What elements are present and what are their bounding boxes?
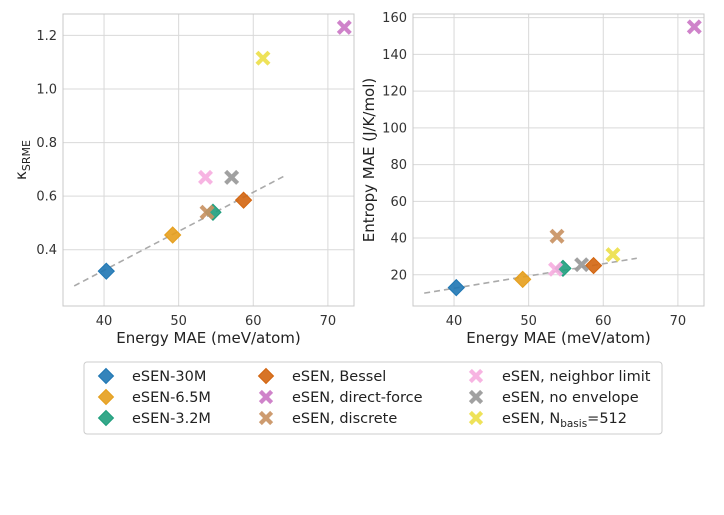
legend-frame (83, 361, 663, 435)
data-points (447, 19, 702, 297)
legend-items: eSEN-30M eSEN-6.5M eSEN-3.2M eSEN, Bessel eS… (97, 367, 651, 430)
data-point (513, 270, 532, 289)
data-point (548, 261, 564, 277)
data-point (255, 50, 271, 66)
data-point (574, 257, 590, 273)
y-tick-label: 0.8 (36, 136, 57, 151)
data-point (605, 247, 621, 263)
x-tick-label: 60 (595, 314, 612, 329)
chart-left-kappa: 40 50 60 70 0.4 0.6 0.8 1.0 1.2 Energy MAE (meV… (12, 13, 355, 347)
legend-label-main: eSEN, N (502, 411, 560, 427)
grid (63, 14, 354, 306)
y-tick-label: 20 (390, 268, 407, 283)
legend-marker (97, 388, 115, 406)
y-axis-label-sub: SRME (20, 140, 33, 171)
y-tick-label: 80 (390, 158, 407, 173)
chart-right-entropy: 40 50 60 70 20 40 60 80 100 120 140 160 Energy MAE… (360, 11, 705, 347)
legend-item: eSEN-30M (97, 367, 206, 385)
legend-item: eSEN-3.2M (97, 409, 211, 427)
y-tick-label: 1.2 (36, 29, 57, 44)
legend-marker (257, 367, 275, 385)
y-tick-labels: 0.4 0.6 0.8 1.0 1.2 (36, 29, 57, 258)
x-axis-label: Energy MAE (meV/atom) (466, 329, 650, 347)
x-axis-label: Energy MAE (meV/atom) (116, 329, 300, 347)
data-point (97, 262, 115, 280)
data-point (336, 19, 352, 35)
legend-marker (258, 410, 274, 426)
plot-frame (412, 13, 705, 307)
x-tick-label: 50 (170, 314, 187, 329)
legend-label: eSEN-3.2M (132, 411, 211, 427)
legend-item: eSEN, Bessel (257, 367, 386, 385)
data-point (234, 191, 253, 209)
legend-label: eSEN-30M (132, 369, 206, 385)
y-tick-label: 160 (382, 11, 407, 26)
legend-label: eSEN, Nbasis=512 (502, 411, 627, 430)
legend-item: eSEN, Nbasis=512 (468, 410, 627, 430)
legend-label: eSEN-6.5M (132, 390, 211, 406)
legend: eSEN-30M eSEN-6.5M eSEN-3.2M eSEN, Bessel eS… (83, 361, 663, 435)
legend-marker (97, 367, 115, 385)
y-tick-label: 120 (382, 85, 407, 100)
data-point (198, 169, 214, 185)
y-tick-label: 0.4 (36, 243, 57, 258)
data-point (584, 256, 603, 275)
x-tick-label: 40 (96, 314, 113, 329)
y-tick-label: 60 (390, 195, 407, 210)
data-point (549, 228, 565, 244)
legend-marker (468, 368, 484, 384)
x-tick-label: 40 (446, 314, 463, 329)
data-point (224, 169, 240, 185)
legend-item: eSEN-6.5M (97, 388, 211, 406)
legend-item: eSEN, no envelope (468, 389, 639, 406)
legend-item: eSEN, discrete (258, 410, 397, 427)
y-axis-label: Entropy MAE (J/K/mol) (360, 78, 378, 243)
legend-label: eSEN, no envelope (502, 390, 639, 406)
legend-marker (468, 389, 484, 405)
y-tick-label: 40 (390, 232, 407, 247)
y-tick-label: 1.0 (36, 83, 57, 98)
legend-label: eSEN, Bessel (292, 369, 386, 385)
y-tick-label: 100 (382, 121, 407, 136)
x-tick-label: 70 (320, 314, 337, 329)
data-point (163, 226, 182, 244)
plot-frame (62, 13, 355, 307)
y-tick-labels: 20 40 60 80 100 120 140 160 (382, 11, 407, 283)
y-tick-label: 140 (382, 48, 407, 63)
legend-marker (258, 389, 274, 405)
legend-label-sub: basis (560, 418, 587, 430)
x-tick-label: 50 (520, 314, 537, 329)
legend-label-tail: =512 (587, 411, 627, 427)
legend-marker (468, 410, 484, 426)
y-axis-label: κSRME (12, 140, 33, 180)
x-tick-labels: 40 50 60 70 (96, 314, 336, 329)
x-tick-label: 60 (245, 314, 262, 329)
legend-label: eSEN, neighbor limit (502, 369, 651, 385)
legend-item: eSEN, neighbor limit (468, 368, 651, 385)
legend-label: eSEN, direct-force (292, 390, 423, 406)
data-points (97, 19, 352, 280)
legend-item: eSEN, direct-force (258, 389, 423, 406)
x-tick-label: 70 (670, 314, 687, 329)
y-axis-label-main: κ (12, 171, 30, 180)
y-tick-label: 0.6 (36, 190, 57, 205)
x-tick-labels: 40 50 60 70 (446, 314, 686, 329)
grid (413, 14, 704, 306)
legend-label: eSEN, discrete (292, 411, 397, 427)
data-point (686, 19, 702, 35)
data-point (447, 278, 465, 297)
data-point (199, 204, 215, 220)
legend-marker (97, 409, 115, 427)
